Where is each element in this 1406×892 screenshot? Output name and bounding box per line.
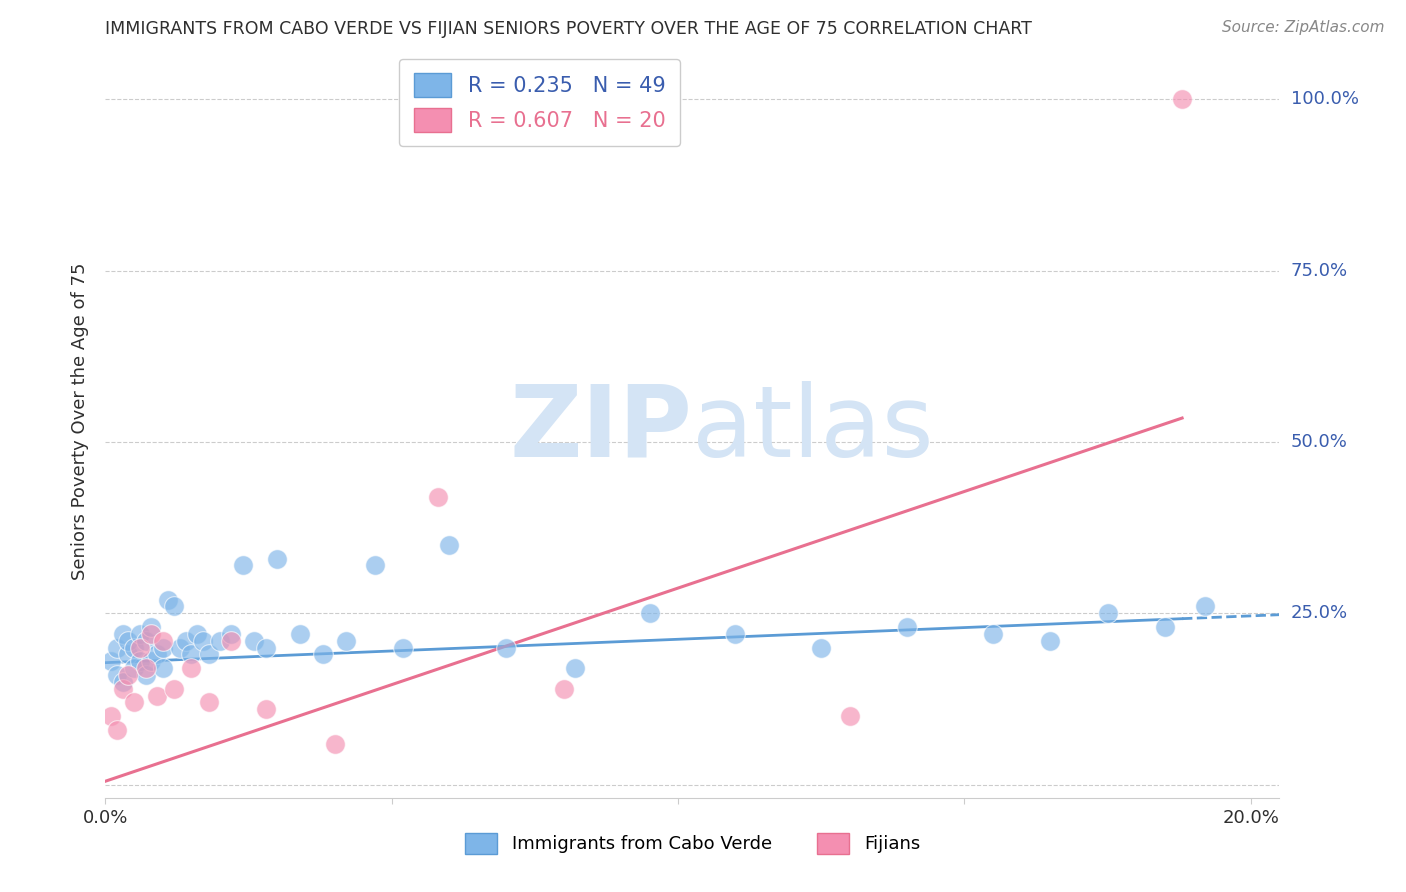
Point: [437, 538, 460, 552]
Point: [323, 737, 346, 751]
Point: [1097, 607, 1119, 621]
Point: [117, 648, 139, 662]
Point: [122, 640, 145, 655]
Point: [128, 654, 150, 668]
Point: [135, 661, 157, 675]
Point: [553, 681, 575, 696]
Point: [141, 627, 163, 641]
Text: 25.0%: 25.0%: [1291, 605, 1348, 623]
Point: [495, 640, 517, 655]
Point: [141, 654, 163, 668]
Point: [111, 681, 134, 696]
Point: [186, 627, 208, 641]
Point: [1194, 599, 1216, 614]
Point: [208, 633, 231, 648]
Point: [111, 674, 134, 689]
Point: [146, 689, 169, 703]
Point: [392, 640, 415, 655]
Point: [1154, 620, 1177, 634]
Point: [128, 627, 150, 641]
Point: [122, 695, 145, 709]
Text: atlas: atlas: [692, 381, 934, 477]
Point: [197, 695, 219, 709]
Point: [111, 627, 134, 641]
Text: Source: ZipAtlas.com: Source: ZipAtlas.com: [1222, 20, 1385, 35]
Point: [152, 661, 174, 675]
Point: [1171, 92, 1194, 106]
Point: [180, 648, 202, 662]
Point: [335, 633, 357, 648]
Point: [266, 551, 288, 566]
Point: [105, 668, 128, 682]
Point: [152, 640, 174, 655]
Y-axis label: Seniors Poverty Over the Age of 75: Seniors Poverty Over the Age of 75: [70, 263, 89, 580]
Text: IMMIGRANTS FROM CABO VERDE VS FIJIAN SENIORS POVERTY OVER THE AGE OF 75 CORRELAT: IMMIGRANTS FROM CABO VERDE VS FIJIAN SEN…: [105, 20, 1032, 37]
Point: [117, 668, 139, 682]
Point: [810, 640, 832, 655]
Point: [122, 661, 145, 675]
Point: [141, 620, 163, 634]
Point: [100, 654, 122, 668]
Point: [254, 640, 277, 655]
Point: [254, 702, 277, 716]
Text: 50.0%: 50.0%: [1291, 433, 1347, 451]
Point: [169, 640, 191, 655]
Point: [288, 627, 311, 641]
Point: [157, 592, 180, 607]
Point: [191, 633, 214, 648]
Point: [221, 633, 243, 648]
Point: [163, 681, 186, 696]
Point: [174, 633, 197, 648]
Point: [105, 723, 128, 737]
Point: [1039, 633, 1062, 648]
Point: [839, 709, 862, 723]
Point: [152, 633, 174, 648]
Point: [128, 640, 150, 655]
Point: [146, 648, 169, 662]
Text: 75.0%: 75.0%: [1291, 261, 1348, 280]
Point: [135, 668, 157, 682]
Point: [105, 640, 128, 655]
Point: [180, 661, 202, 675]
Point: [896, 620, 918, 634]
Point: [117, 633, 139, 648]
Point: [221, 627, 243, 641]
Text: 100.0%: 100.0%: [1291, 90, 1358, 109]
Point: [564, 661, 586, 675]
Point: [100, 709, 122, 723]
Point: [363, 558, 385, 573]
Point: [981, 627, 1004, 641]
Point: [163, 599, 186, 614]
Point: [312, 648, 335, 662]
Point: [724, 627, 747, 641]
Point: [135, 633, 157, 648]
Legend: Immigrants from Cabo Verde, Fijians: Immigrants from Cabo Verde, Fijians: [457, 826, 928, 861]
Point: [232, 558, 254, 573]
Point: [243, 633, 266, 648]
Point: [638, 607, 661, 621]
Point: [426, 490, 449, 504]
Point: [197, 648, 219, 662]
Text: ZIP: ZIP: [509, 381, 692, 477]
